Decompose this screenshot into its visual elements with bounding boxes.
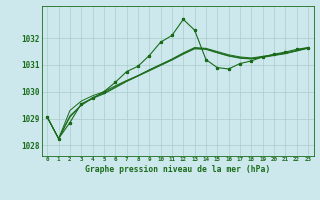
X-axis label: Graphe pression niveau de la mer (hPa): Graphe pression niveau de la mer (hPa) bbox=[85, 165, 270, 174]
